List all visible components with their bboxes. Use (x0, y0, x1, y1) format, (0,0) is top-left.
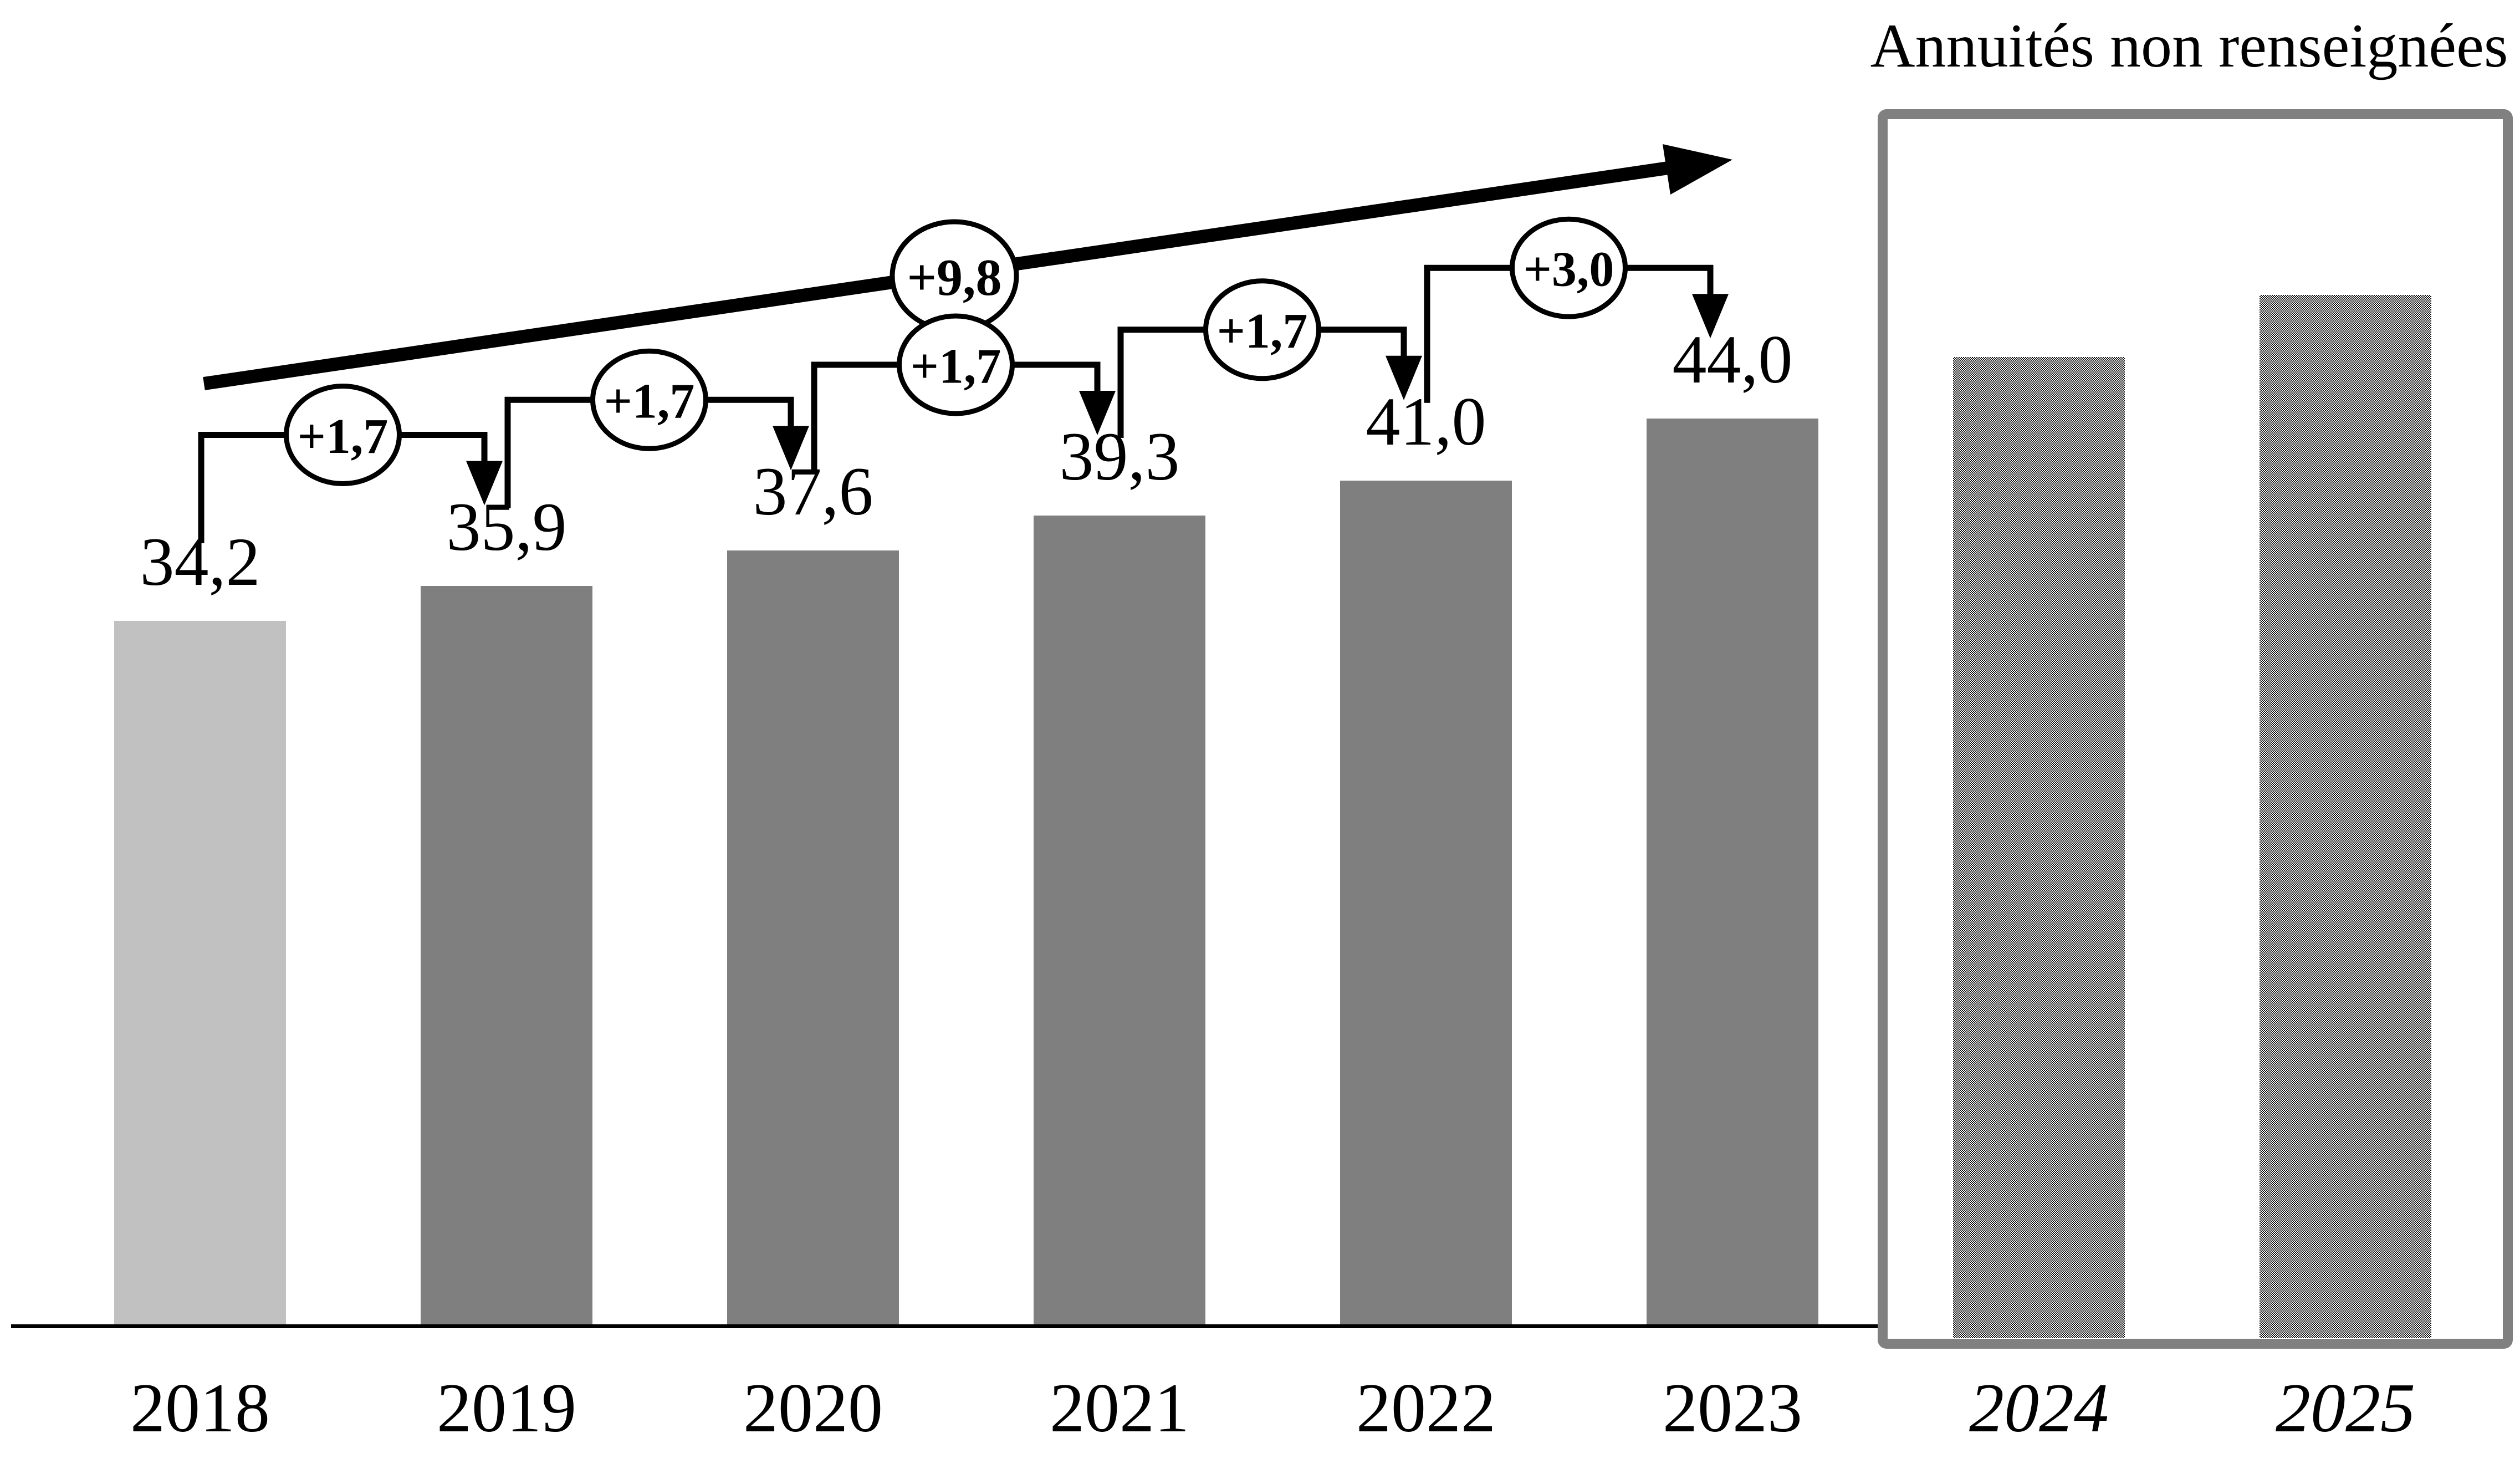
value-label-2018: 34,2 (140, 523, 260, 600)
step-badge-ellipse (1203, 278, 1321, 381)
x-tick-2018: 2018 (130, 1370, 270, 1447)
value-label-2020: 37,6 (753, 453, 873, 530)
x-tick-2019: 2019 (437, 1370, 576, 1447)
step-badge-label: +1,7 (911, 339, 1001, 394)
x-axis-line (11, 1324, 1878, 1328)
trend-arrow-line (203, 161, 1669, 390)
x-tick-2022: 2022 (1356, 1370, 1496, 1447)
trend-arrowhead-icon (1663, 144, 1732, 195)
trend-badge-label: +9,8 (907, 249, 1001, 307)
step-badge-ellipse (897, 313, 1015, 416)
step-badge-label: +1,7 (1217, 304, 1308, 359)
x-tick-2021: 2021 (1050, 1370, 1189, 1447)
unreported-years-title: Annuités non renseignées (1870, 12, 2508, 80)
trend-annotation: +9,8 (203, 144, 1732, 390)
step-badge-ellipse (284, 384, 402, 487)
step-badge-ellipse (1510, 216, 1628, 319)
step-badge-ellipse (590, 348, 708, 451)
x-tick-2025: 2025 (2276, 1370, 2415, 1447)
step-badge-label: +1,7 (298, 409, 389, 464)
step-badge-label: +3,0 (1524, 242, 1614, 297)
step-badge-label: +1,7 (604, 374, 695, 429)
x-tick-2024: 2024 (1969, 1370, 2109, 1447)
x-tick-2020: 2020 (743, 1370, 883, 1447)
trend-badge-ellipse (890, 219, 1019, 333)
bar-2025 (2260, 295, 2431, 1338)
value-label-2022: 41,0 (1366, 383, 1486, 460)
bar-2018 (114, 620, 286, 1326)
bar-2023 (1647, 419, 1818, 1326)
bar-2021 (1034, 516, 1205, 1326)
value-label-2023: 44,0 (1672, 322, 1793, 398)
bar-2019 (421, 585, 592, 1326)
bar-2020 (727, 550, 899, 1326)
value-label-2021: 39,3 (1059, 419, 1180, 495)
value-label-2019: 35,9 (446, 488, 567, 565)
x-tick-2023: 2023 (1663, 1370, 1802, 1447)
bar-2022 (1340, 480, 1512, 1326)
unreported-years-box (1878, 109, 2513, 1349)
bar-2024 (1953, 356, 2125, 1338)
